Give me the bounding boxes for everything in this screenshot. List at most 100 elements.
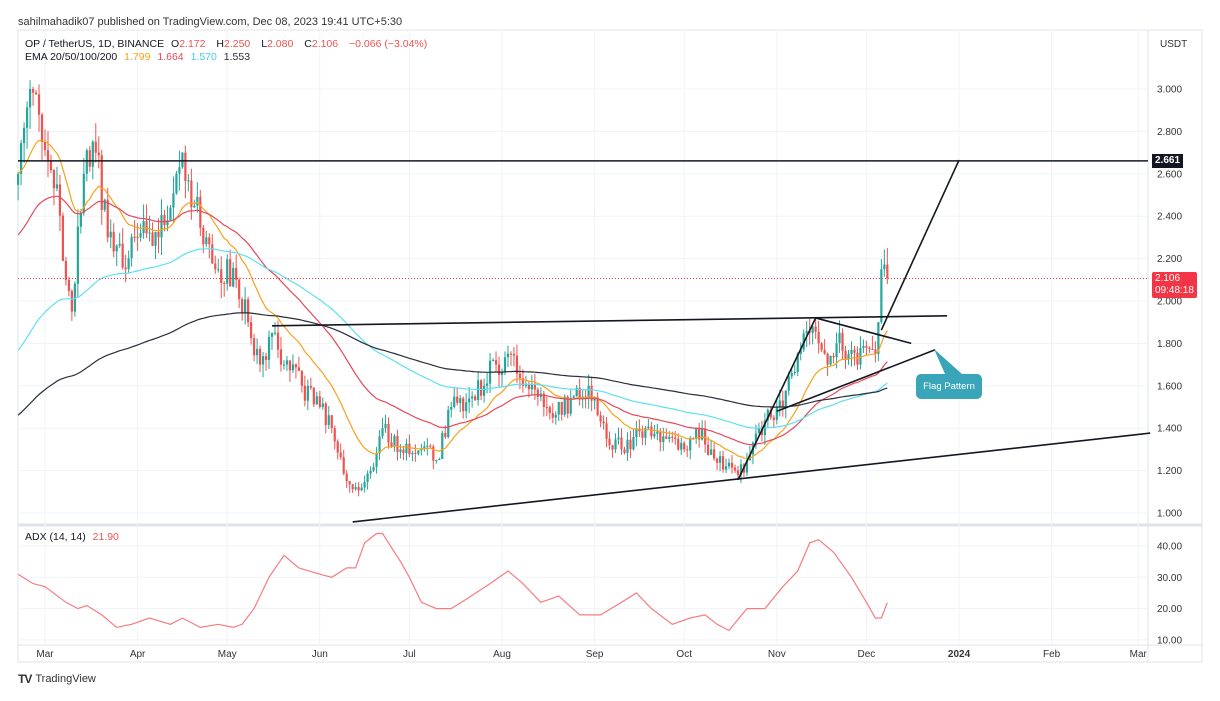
adx-tick-label: 40.00 xyxy=(1157,542,1182,553)
adx-line xyxy=(17,532,888,632)
candle xyxy=(175,170,178,195)
candle-body xyxy=(695,428,698,439)
ema50-value: 1.664 xyxy=(157,51,184,63)
candle-body xyxy=(668,436,671,439)
candle xyxy=(309,377,312,390)
candle xyxy=(641,425,644,446)
candle-body xyxy=(850,349,853,354)
candle-body xyxy=(629,439,632,450)
candle-body xyxy=(279,349,283,365)
candle xyxy=(342,449,345,476)
ema-legend: EMA 20/50/100/200 1.799 1.664 1.570 1.55… xyxy=(25,51,254,63)
candle xyxy=(300,370,303,393)
time-tick-label: Jun xyxy=(312,649,328,660)
candle-body xyxy=(357,487,360,491)
candle xyxy=(560,401,563,421)
candle xyxy=(214,255,217,274)
candle-body xyxy=(291,364,295,371)
candle-body xyxy=(82,173,85,213)
candle-body xyxy=(261,356,265,365)
candle xyxy=(781,390,784,417)
candle xyxy=(172,176,175,223)
candle-body xyxy=(187,180,190,182)
high-value: 2.250 xyxy=(223,38,251,50)
candle xyxy=(420,443,423,456)
candle-body xyxy=(91,141,94,167)
candle-body xyxy=(766,409,769,421)
candle-body xyxy=(130,236,133,259)
candle-body xyxy=(342,457,345,474)
candle xyxy=(276,320,280,359)
high-label: H xyxy=(216,38,224,50)
candle-body xyxy=(315,396,318,405)
candle-body xyxy=(387,423,390,443)
candle-body xyxy=(348,481,351,485)
candle xyxy=(683,441,686,453)
candle xyxy=(712,442,716,461)
currency-label[interactable]: USDT xyxy=(1160,39,1188,50)
candle xyxy=(82,158,85,216)
candle xyxy=(474,394,477,402)
candle xyxy=(229,249,232,287)
ema-label[interactable]: EMA 20/50/100/200 xyxy=(25,51,118,63)
candle-body xyxy=(799,349,802,354)
candle xyxy=(241,297,244,321)
candle-body xyxy=(599,415,602,422)
open-value: 2.172 xyxy=(179,38,206,50)
candle-body xyxy=(491,360,495,362)
candle xyxy=(61,212,65,262)
candle-body xyxy=(775,406,778,420)
symbol-name[interactable]: OP / TetherUS, 1D, BINANCE xyxy=(25,38,165,50)
candle-body xyxy=(638,428,641,432)
candle-body xyxy=(190,180,193,208)
candle-body xyxy=(318,396,321,407)
candle xyxy=(745,452,749,477)
candle-body xyxy=(886,264,889,279)
candle-body xyxy=(635,428,638,437)
candle-body xyxy=(28,89,32,108)
candle xyxy=(632,428,635,451)
candle xyxy=(52,168,56,206)
candle xyxy=(853,345,856,366)
candle xyxy=(512,346,516,367)
candle xyxy=(46,131,50,178)
tradingview-logo[interactable]: TV TradingView xyxy=(18,672,96,686)
candle xyxy=(402,445,405,461)
candle xyxy=(124,254,127,283)
candle xyxy=(665,428,668,440)
candle xyxy=(545,396,548,417)
candle-body xyxy=(178,167,181,174)
candle xyxy=(85,148,88,182)
candle xyxy=(232,262,235,288)
candle xyxy=(220,256,223,299)
candle xyxy=(279,337,283,372)
candle-body xyxy=(554,414,557,418)
candle xyxy=(629,430,632,459)
candle-body xyxy=(166,220,169,226)
time-tick-label: Sep xyxy=(586,649,604,660)
candle xyxy=(695,428,698,444)
candle xyxy=(829,355,832,366)
candle xyxy=(465,393,468,419)
candle-body xyxy=(677,438,680,450)
candle-body xyxy=(309,385,312,388)
candle-body xyxy=(623,449,626,454)
candle-body xyxy=(485,383,489,386)
candle xyxy=(826,352,829,376)
candle xyxy=(408,434,411,458)
candle-body xyxy=(820,343,823,350)
candle xyxy=(199,190,202,237)
candle xyxy=(142,204,145,239)
price-tick-label: 2.000 xyxy=(1157,297,1182,308)
ema20-value: 1.799 xyxy=(124,51,151,63)
candle-body xyxy=(94,141,97,153)
price-tick-label: 2.800 xyxy=(1157,127,1182,138)
candle-body xyxy=(665,436,668,439)
candle xyxy=(375,446,378,474)
candle xyxy=(97,136,100,169)
price-tick-label: 2.600 xyxy=(1157,169,1182,180)
candle xyxy=(614,433,617,453)
candle xyxy=(518,365,522,390)
adx-label[interactable]: ADX (14, 14) xyxy=(25,531,86,543)
